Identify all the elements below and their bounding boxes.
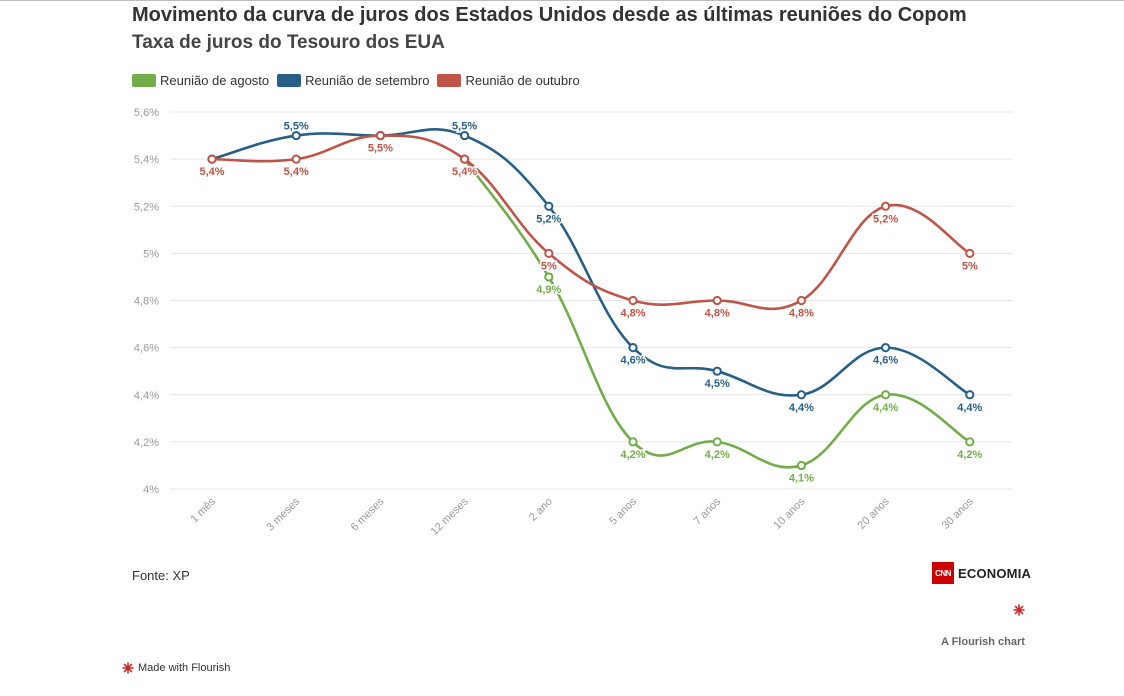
y-tick-label: 4% [143,484,159,496]
data-label-setembro: 5,5% [452,121,477,133]
y-tick-label: 5% [143,248,159,260]
legend-item-setembro[interactable]: Reunião de setembro [277,73,429,88]
x-tick-label: 7 anos [691,495,723,527]
data-point-outubro [375,130,385,141]
series-line-setembro [210,128,972,397]
y-tick-label: 4,6% [134,343,159,355]
data-label-agosto: 4,1% [789,472,814,484]
data-label-setembro: 4,4% [957,402,982,414]
x-tick-label: 5 anos [607,495,639,527]
data-label-setembro: 5,2% [536,213,561,225]
data-point-outubro [881,201,891,211]
made-with-flourish-link[interactable]: Made with Flourish [122,662,230,674]
data-labels: 4,9% 4,2% 4,2% 4,1% 4,4% 4,2% 5,5% 5,5% 5,2% 4,6%… [198,119,984,486]
x-tick-label: 2 ano [527,496,555,524]
data-label-outubro: 4,8% [620,308,645,320]
data-point-setembro [712,366,722,376]
data-point-outubro [207,154,217,164]
y-tick-label: 4,4% [134,390,159,402]
data-point-agosto [965,437,975,447]
legend-item-outubro[interactable]: Reunião de outubro [437,73,580,88]
data-point-agosto [881,390,891,400]
legend-swatch [277,74,302,87]
cnn-logo-icon: CNN [932,562,954,584]
data-label-agosto: 4,2% [957,449,982,461]
data-label-outubro: 4,8% [789,308,814,320]
x-tick-label: 12 meses [429,495,472,538]
data-point-setembro [965,390,975,400]
data-label-agosto: 4,2% [705,449,730,461]
data-label-outubro: 5,4% [284,166,309,178]
flourish-logo-icon [122,662,134,674]
data-label-outubro: 5,4% [452,166,477,178]
legend-item-agosto[interactable]: Reunião de agosto [132,73,269,88]
data-point-outubro [628,295,638,306]
data-label-outubro: 5% [541,260,557,272]
cnn-economia-logo: CNN ECONOMIA [932,562,1031,584]
chart-title: Movimento da curva de juros dos Estados … [132,4,967,26]
y-tick-label: 5,2% [134,201,159,213]
y-tick-label: 4,8% [134,296,159,308]
data-point-outubro [796,295,807,306]
data-point-agosto [712,437,722,447]
data-label-outubro: 5% [962,260,978,272]
data-point-setembro [628,343,638,353]
data-point-agosto [628,437,638,447]
legend-swatch [437,74,462,87]
data-label-agosto: 4,2% [620,449,645,461]
data-label-outubro: 5,5% [368,143,393,155]
data-label-outubro: 4,8% [705,308,730,320]
data-point-agosto [796,460,807,471]
data-label-outubro: 5,4% [199,166,224,178]
data-label-setembro: 4,5% [705,378,730,390]
data-label-agosto: 4,9% [536,284,561,296]
y-tick-label: 5,6% [134,107,159,119]
data-point-outubro [460,154,470,164]
x-tick-label: 6 meses [349,495,387,533]
x-axis: 1 mês 3 meses 6 meses 12 meses 2 ano 5 anos 7 … [188,495,976,538]
chart-legend: Reunião de agosto Reunião de setembro Reun… [132,73,588,88]
x-tick-label: 10 anos [771,495,808,532]
source-note: Fonte: XP [132,568,190,583]
x-tick-label: 3 meses [264,495,302,533]
data-label-outubro: 5,2% [873,213,898,225]
x-tick-label: 1 mês [188,495,218,525]
line-chart: 4% 4,2% 4,4% 4,6% 4,8% 5% 5,2% 5,4% 5,6% 1 mês 3 m… [134,107,1013,538]
star-core [1016,607,1022,613]
data-label-setembro: 4,4% [789,402,814,414]
data-point-outubro [965,248,975,258]
data-point-setembro [544,201,554,211]
data-point-setembro [881,343,891,353]
data-point-setembro [460,130,470,141]
data-point-outubro [712,295,722,306]
data-point-setembro [796,390,807,400]
data-point-setembro [291,130,301,141]
data-point-outubro [291,154,301,164]
made-with-label: Made with Flourish [138,662,231,674]
flourish-chart-link[interactable]: A Flourish chart [941,636,1025,648]
series-lines [207,128,975,471]
legend-label: Reunião de outubro [465,73,580,88]
legend-label: Reunião de setembro [305,73,430,88]
x-tick-label: 30 anos [940,495,977,532]
top-border [0,0,1124,1]
y-tick-label: 5,4% [134,154,159,166]
data-point-agosto [544,272,554,282]
x-tick-label: 20 anos [856,495,893,532]
grid-lines: 4% 4,2% 4,4% 4,6% 4,8% 5% 5,2% 5,4% 5,6% [134,107,1013,496]
data-label-setembro: 4,6% [620,355,645,367]
series-line-outubro [210,134,972,311]
chart-subtitle: Taxa de juros do Tesouro dos EUA [132,32,445,53]
legend-swatch [132,74,156,87]
y-tick-label: 4,2% [134,437,159,449]
legend-label: Reunião de agosto [160,73,270,88]
data-label-setembro: 4,6% [873,355,898,367]
star-core [125,665,131,671]
brand-name: ECONOMIA [958,565,1032,581]
data-label-setembro: 5,5% [284,121,309,133]
data-label-agosto: 4,4% [873,402,898,414]
flourish-star-icon [1013,604,1025,616]
data-point-outubro [544,248,554,258]
